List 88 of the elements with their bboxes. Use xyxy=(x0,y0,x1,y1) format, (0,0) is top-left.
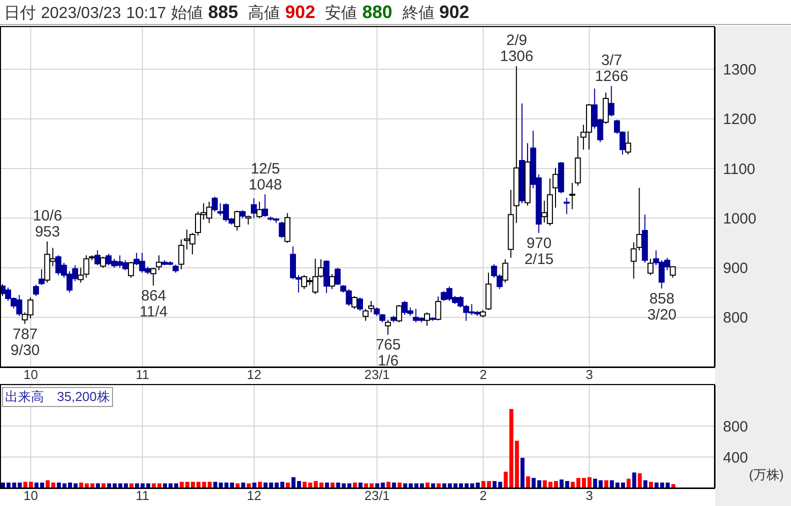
candlestick xyxy=(329,274,336,290)
chart-title: 日付 2023/03/23 10:17 始値 885 高値 902 安値 880 終値 902 xyxy=(4,2,470,22)
annotation: 970 2/15 xyxy=(524,234,554,268)
bar xyxy=(398,482,402,488)
bar xyxy=(352,482,357,488)
candlestick xyxy=(435,296,442,321)
bar xyxy=(604,480,608,488)
candlestick xyxy=(284,212,290,244)
x-tick-label: 11 xyxy=(136,488,150,504)
candlestick xyxy=(670,266,676,278)
annotation: 2/9 1306 xyxy=(500,32,534,66)
bar xyxy=(392,482,396,488)
y-tick-label: 1000 xyxy=(723,210,756,228)
y-tick-label: 800 xyxy=(723,418,748,436)
x-tick-label: 10 xyxy=(23,488,38,504)
candlestick xyxy=(552,167,559,208)
candlestick xyxy=(278,221,285,238)
x-tick-label: 2 xyxy=(480,488,487,504)
bar xyxy=(476,482,480,488)
y-tick-label: 400 xyxy=(723,449,748,466)
bar xyxy=(252,482,256,488)
candlestick xyxy=(351,296,358,310)
candlestick xyxy=(357,297,363,312)
y-axis-title: (万株) xyxy=(749,466,784,484)
bar xyxy=(526,476,530,488)
bar xyxy=(520,458,524,488)
candlestick xyxy=(33,284,40,297)
candlestick xyxy=(94,250,100,266)
bar xyxy=(643,480,648,488)
bar xyxy=(46,480,50,488)
candlestick xyxy=(647,258,654,276)
bar xyxy=(51,482,56,488)
candlestick xyxy=(564,197,570,215)
x-tick-label: 2 xyxy=(480,367,487,382)
candlestick xyxy=(502,258,508,284)
candlestick xyxy=(636,187,642,251)
candlestick xyxy=(424,312,430,326)
annotation: 10/6 953 xyxy=(32,207,62,240)
bar xyxy=(504,472,508,488)
candlestick xyxy=(569,182,576,210)
candlestick xyxy=(250,198,257,219)
x-tick-label: 11 xyxy=(136,367,150,382)
bar xyxy=(532,478,536,488)
y-tick-label: 800 xyxy=(723,310,748,327)
x-tick-label: 23/1 xyxy=(364,367,390,382)
annotation: 12/5 1048 xyxy=(248,160,282,194)
bar xyxy=(358,482,362,488)
candlestick xyxy=(128,261,134,278)
bar xyxy=(330,482,335,488)
bar xyxy=(241,482,246,488)
candlestick xyxy=(78,267,84,284)
x-tick-label: 12 xyxy=(246,488,262,504)
candlestick xyxy=(234,210,240,232)
bar xyxy=(286,482,290,488)
annotation: 787 9/30 xyxy=(10,326,40,359)
chart-title: 出来高 35,200株 xyxy=(2,387,113,407)
x-tick-label: 10 xyxy=(23,367,38,382)
annotation: 765 1/6 xyxy=(376,336,401,370)
candlestick xyxy=(178,238,184,270)
candlestick xyxy=(256,201,262,219)
annotation: 3/7 1266 xyxy=(594,52,628,86)
y-tick-label: 900 xyxy=(723,260,748,278)
y-tick-label: 1100 xyxy=(723,160,756,178)
x-tick-label: 12 xyxy=(246,367,262,382)
annotation: 858 3/20 xyxy=(647,290,677,324)
candlestick xyxy=(625,130,632,156)
x-tick-label: 3 xyxy=(586,488,593,504)
candlestick xyxy=(384,319,391,336)
bar xyxy=(671,484,676,488)
bar xyxy=(537,480,542,488)
bar xyxy=(79,482,84,488)
candlestick xyxy=(100,256,106,268)
x-tick-label: 3 xyxy=(586,367,593,382)
annotation: 864 11/4 xyxy=(140,288,168,321)
bar xyxy=(638,473,642,488)
bar xyxy=(426,482,430,488)
candlestick xyxy=(396,304,402,323)
bar xyxy=(626,478,631,488)
candlestick xyxy=(602,92,609,124)
y-tick-label: 1300 xyxy=(723,62,756,79)
candlestick xyxy=(608,86,614,117)
y-tick-label: 1200 xyxy=(723,111,756,128)
candlestick xyxy=(630,242,637,280)
bar xyxy=(18,482,22,488)
bar xyxy=(632,472,636,488)
candlestick xyxy=(38,268,45,286)
x-tick-label: 23/1 xyxy=(364,488,390,504)
bar xyxy=(324,482,329,488)
